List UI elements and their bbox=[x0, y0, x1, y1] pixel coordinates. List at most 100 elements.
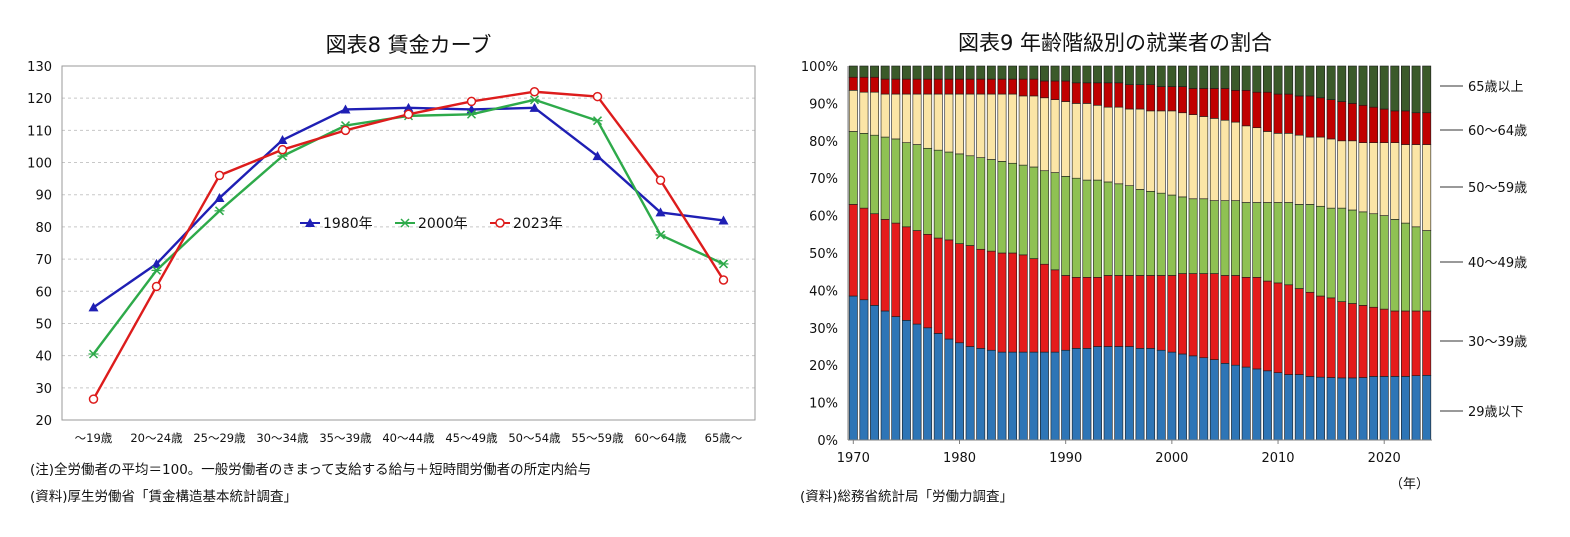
data-point bbox=[466, 96, 477, 107]
employment-share-source: (資料)総務省統計局「労働力調査」 bbox=[800, 489, 1014, 505]
bar-segment bbox=[870, 65, 879, 78]
bar-segment bbox=[1231, 121, 1241, 201]
bar-segment bbox=[1146, 84, 1156, 112]
bar-segment bbox=[912, 93, 922, 145]
bar-segment bbox=[1284, 65, 1294, 95]
bar-segment bbox=[965, 245, 975, 347]
bar-segment bbox=[1039, 80, 1049, 99]
bar-segment bbox=[1273, 202, 1283, 284]
bar-segment bbox=[1262, 91, 1272, 132]
bar-segment bbox=[1146, 348, 1156, 441]
y-tick-label: 0% bbox=[817, 434, 838, 449]
y-tick-label: 80% bbox=[809, 135, 838, 150]
bar-segment bbox=[1337, 207, 1347, 302]
series-label-40～49歳: 40～49歳 bbox=[1440, 256, 1527, 271]
x-tick-label: 2020 bbox=[1368, 451, 1401, 466]
plot-area bbox=[61, 65, 756, 421]
bar-segment bbox=[1241, 65, 1251, 91]
bar-segment bbox=[1401, 144, 1410, 224]
y-tick-label: 120 bbox=[27, 92, 52, 107]
wage-curve-note: (注)全労働者の平均＝100。一般労働者のきまって支給する給与＋短時間労働者の所… bbox=[30, 462, 592, 478]
bar-segment bbox=[1294, 288, 1304, 375]
bar-segment bbox=[933, 333, 943, 441]
bar-segment bbox=[1241, 90, 1251, 127]
bar-segment bbox=[1401, 310, 1410, 377]
series-1980年 bbox=[88, 102, 729, 312]
bar-segment bbox=[1167, 194, 1177, 276]
bar-segment bbox=[1241, 202, 1251, 278]
bar-segment bbox=[1390, 65, 1400, 112]
bar-segment bbox=[1390, 376, 1400, 441]
bar-segment bbox=[1093, 82, 1102, 106]
bar-segment bbox=[1347, 140, 1357, 211]
bar-segment bbox=[1135, 348, 1145, 441]
bar-segment bbox=[1124, 185, 1134, 276]
bar-segment bbox=[1220, 275, 1230, 364]
bar-segment bbox=[1390, 310, 1400, 377]
bar-segment bbox=[1029, 351, 1039, 441]
bar-segment bbox=[1103, 65, 1113, 84]
bar-segment bbox=[1124, 346, 1134, 441]
y-tick-label: 30% bbox=[809, 322, 838, 337]
bar-segment bbox=[880, 65, 890, 80]
legend-item: 2000年 bbox=[395, 216, 468, 232]
bar-segment bbox=[1156, 192, 1166, 276]
bar-segment bbox=[891, 138, 901, 224]
bar-segment bbox=[859, 133, 869, 209]
bar-segment bbox=[955, 78, 964, 95]
data-point bbox=[529, 86, 540, 97]
bar-segment bbox=[901, 142, 911, 228]
bar-segment bbox=[1422, 310, 1432, 376]
bar-segment bbox=[912, 78, 922, 95]
bar-segment bbox=[848, 295, 858, 441]
bar-segment bbox=[923, 65, 933, 80]
bar-segment bbox=[891, 93, 901, 140]
legend-label: 2000年 bbox=[418, 216, 468, 232]
bar-segment bbox=[1241, 277, 1251, 368]
bar-segment bbox=[1337, 301, 1347, 379]
data-point bbox=[495, 218, 505, 228]
x-tick-label: 60～64歳 bbox=[634, 431, 687, 445]
bar-segment bbox=[933, 149, 943, 239]
bar-segment bbox=[1252, 202, 1262, 278]
bar-segment bbox=[1082, 277, 1092, 349]
bar-segment bbox=[1135, 108, 1145, 190]
y-tick-label: 50 bbox=[35, 317, 52, 332]
bar-segment bbox=[1316, 97, 1325, 138]
bar-segment bbox=[1082, 179, 1092, 278]
bar-segment bbox=[923, 147, 933, 235]
bar-segment bbox=[1018, 254, 1028, 353]
y-tick-label: 100 bbox=[27, 157, 52, 172]
bar-segment bbox=[1061, 275, 1071, 351]
bar-segment bbox=[1337, 377, 1347, 441]
bar-segment bbox=[1156, 110, 1166, 194]
bar-segment bbox=[976, 248, 986, 349]
data-point bbox=[277, 144, 288, 155]
data-point bbox=[718, 275, 729, 285]
series-label: 60～64歳 bbox=[1468, 124, 1527, 139]
data-point bbox=[466, 109, 477, 119]
bar-segment bbox=[1156, 275, 1166, 351]
bar-segment bbox=[1369, 306, 1379, 377]
bar-segment bbox=[1262, 280, 1272, 372]
bar-segment bbox=[1284, 133, 1294, 203]
bar-segment bbox=[1039, 97, 1049, 172]
bar-segment bbox=[1029, 258, 1039, 353]
bar-segment bbox=[1103, 346, 1113, 441]
bar-segment bbox=[1284, 284, 1294, 375]
bar-segment bbox=[965, 155, 975, 246]
bar-segment bbox=[986, 65, 996, 80]
bar-segment bbox=[1082, 103, 1092, 181]
y-tick-label: 60 bbox=[35, 285, 52, 300]
bar-segment bbox=[997, 93, 1007, 162]
x-tick-label: 25～29歳 bbox=[193, 431, 246, 445]
bar-segment bbox=[1199, 198, 1209, 274]
bar-segment bbox=[1167, 86, 1177, 112]
data-point bbox=[718, 259, 729, 269]
bar-segment bbox=[1305, 95, 1315, 138]
bar-segment bbox=[965, 78, 975, 95]
bar-segment bbox=[1050, 99, 1060, 173]
bar-segment bbox=[1018, 351, 1028, 441]
y-tick-label: 70 bbox=[35, 253, 52, 268]
y-tick-label: 10% bbox=[809, 397, 838, 412]
